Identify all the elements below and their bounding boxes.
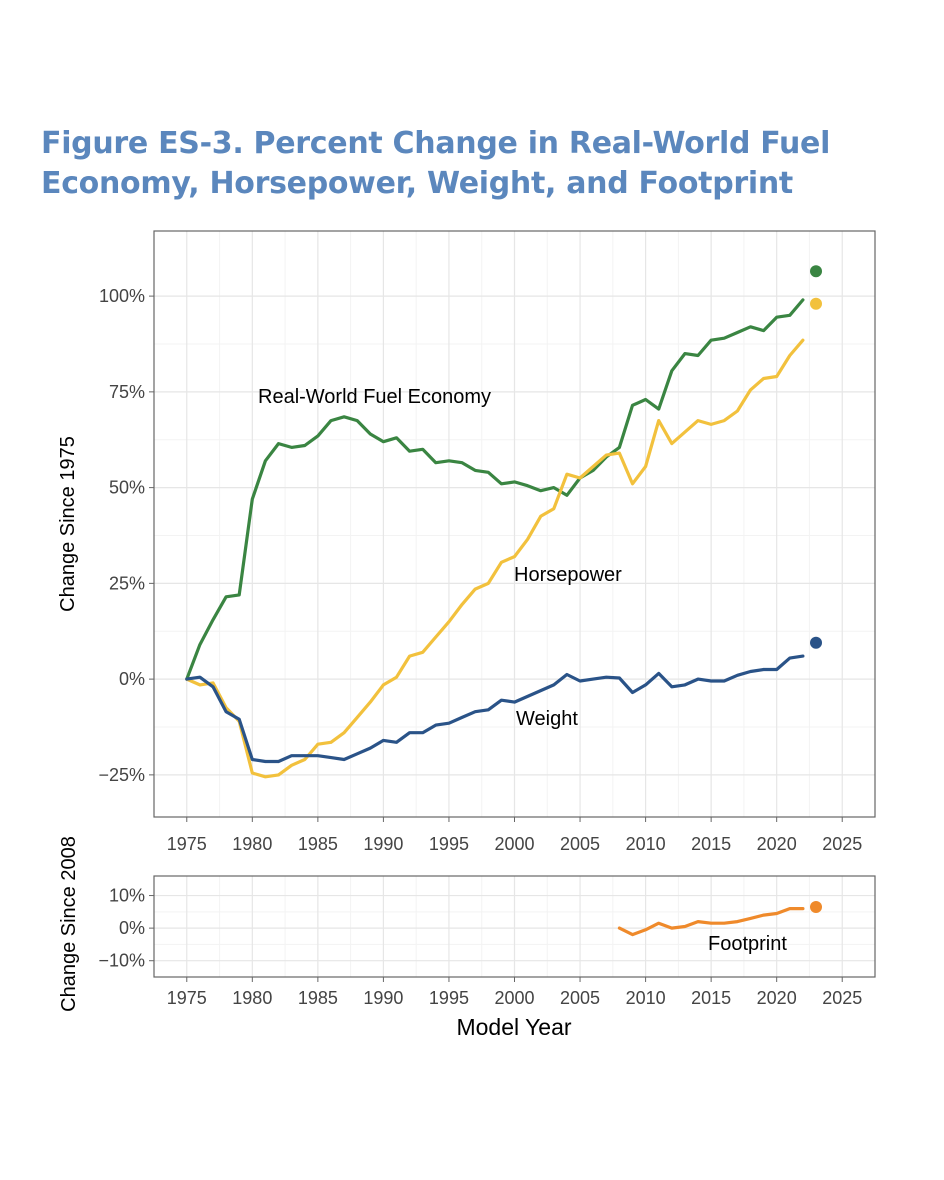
footprint-x-tick-label: 2005 (560, 988, 600, 1008)
main-series-lines (185, 265, 823, 779)
main-y-tick-label: 100% (99, 286, 145, 306)
x-axis-title: Model Year (456, 1014, 571, 1040)
main-chart-panel: −25% 0% 25% 50% 75% 100% 1975 1980 1985 1990 1995… (57, 230, 876, 854)
figure-title: Figure ES-3. Percent Change in Real-Worl… (41, 124, 901, 204)
main-x-tick-label: 2025 (822, 834, 862, 854)
footprint-y-tick-label: 0% (119, 918, 145, 938)
series-line-footprint (617, 906, 805, 937)
annotation-footprint: Footprint (708, 933, 787, 955)
main-x-tick-labels: 1975 1980 1985 1990 1995 2000 2005 2010 2015 2020… (167, 817, 862, 854)
main-y-tick-label: −25% (98, 765, 145, 785)
footprint-x-tick-label: 1995 (429, 988, 469, 1008)
main-x-tick-label: 2015 (691, 834, 731, 854)
series-line-horsepower (185, 338, 805, 779)
main-y-tick-label: 25% (109, 573, 145, 593)
footprint-x-tick-label: 2000 (494, 988, 534, 1008)
main-x-tick-label: 1995 (429, 834, 469, 854)
footprint-x-tick-labels: 1975 1980 1985 1990 1995 2000 2005 2010 2015 2020… (167, 977, 862, 1008)
footprint-chart-panel: −10% 0% 10% 1975 1980 1985 1990 1995 2000 2005 20… (58, 836, 876, 1040)
annotation-horsepower: Horsepower (514, 564, 622, 586)
footprint-x-tick-label: 2015 (691, 988, 731, 1008)
main-x-tick-label: 2010 (626, 834, 666, 854)
main-x-tick-label: 2020 (757, 834, 797, 854)
main-y-tick-label: 0% (119, 669, 145, 689)
footprint-x-tick-label: 2010 (626, 988, 666, 1008)
series-point-footprint (810, 900, 823, 913)
footprint-series-lines (617, 900, 823, 937)
footprint-y-tick-labels: −10% 0% 10% (98, 886, 154, 971)
footprint-x-tick-label: 1975 (167, 988, 207, 1008)
footprint-x-tick-label: 2025 (822, 988, 862, 1008)
footprint-y-axis-title: Change Since 2008 (58, 836, 80, 1012)
main-x-tick-label: 2005 (560, 834, 600, 854)
footprint-y-tick-label: 10% (109, 886, 145, 906)
footprint-x-tick-label: 1990 (363, 988, 403, 1008)
footprint-gridlines (154, 876, 875, 977)
main-x-tick-label: 2000 (494, 834, 534, 854)
series-line-weight (185, 654, 805, 764)
main-y-tick-label: 75% (109, 382, 145, 402)
annotation-weight: Weight (516, 708, 578, 730)
main-gridlines (154, 231, 875, 817)
footprint-x-tick-label: 1985 (298, 988, 338, 1008)
figure-title-line-2: Economy, Horsepower, Weight, and Footpri… (41, 166, 793, 201)
annotation-real-world-fuel-economy: Real-World Fuel Economy (258, 386, 491, 408)
main-y-tick-labels: −25% 0% 25% 50% 75% 100% (98, 286, 154, 785)
series-line-real-world-fuel-economy (185, 298, 805, 681)
main-y-tick-label: 50% (109, 478, 145, 498)
main-x-tick-label: 1985 (298, 834, 338, 854)
series-point-weight (810, 636, 823, 649)
main-x-tick-label: 1990 (363, 834, 403, 854)
main-y-axis-title: Change Since 1975 (57, 436, 79, 612)
figure-title-line-1: Figure ES-3. Percent Change in Real-Worl… (41, 126, 831, 161)
main-x-tick-label: 1980 (232, 834, 272, 854)
footprint-y-tick-label: −10% (98, 951, 145, 971)
series-point-real-world-fuel-economy (810, 265, 823, 278)
main-x-tick-label: 1975 (167, 834, 207, 854)
footprint-x-tick-label: 2020 (757, 988, 797, 1008)
series-point-horsepower (810, 297, 823, 310)
footprint-x-tick-label: 1980 (232, 988, 272, 1008)
